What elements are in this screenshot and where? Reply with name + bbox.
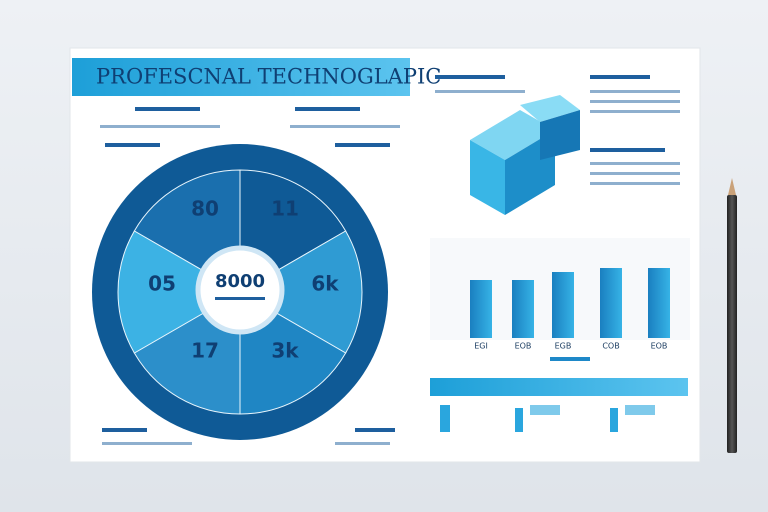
wheel-segment — [239, 230, 363, 354]
title: PROFESCNAL TECHNOGLAPIC — [96, 65, 441, 89]
bar-label: EGB — [555, 342, 572, 351]
center-value: 8000 — [215, 271, 265, 292]
segment-label: 6k — [311, 272, 339, 296]
bar-label: EGI — [474, 342, 488, 351]
segment-label: 17 — [191, 339, 219, 363]
pencil — [727, 178, 737, 453]
caption-lines — [100, 75, 680, 445]
bar-label: COB — [602, 342, 619, 351]
bar-label: EOB — [515, 342, 532, 351]
title-banner — [72, 58, 410, 96]
bars — [470, 268, 670, 338]
bar-caption — [550, 357, 590, 361]
segment-label: 80 — [191, 197, 219, 221]
segment-label: 11 — [271, 197, 299, 221]
segment-label: 3k — [271, 339, 299, 363]
segment-label: 05 — [148, 272, 176, 296]
mini-bars — [440, 405, 655, 432]
info-strip — [430, 378, 688, 396]
iso-shape — [470, 95, 580, 215]
wheel-segment — [117, 230, 241, 354]
bar-label: EOB — [651, 342, 668, 351]
wheel-center — [195, 245, 285, 335]
center-caption — [215, 297, 265, 300]
